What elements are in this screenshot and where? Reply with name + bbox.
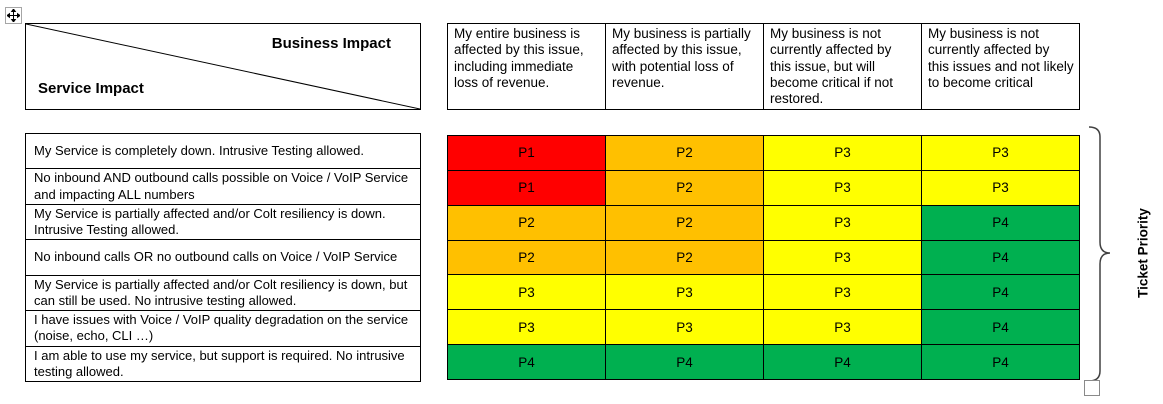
matrix-cell-r2c4[interactable]: P3 — [922, 170, 1079, 205]
matrix-cell-r3c2[interactable]: P2 — [606, 205, 763, 240]
matrix-cell-r6c3[interactable]: P3 — [764, 310, 921, 345]
matrix-cell-r4c1[interactable]: P2 — [448, 240, 605, 275]
service-impact-table: My Service is completely down. Intrusive… — [25, 133, 421, 382]
priority-matrix-grid: P1 P2 P3 P3 P1 P2 P3 P3 P2 P2 P3 P4 P2 P2 P3 P4 P3 P3 P3 P4… — [447, 135, 1080, 380]
matrix-cell-r7c1[interactable]: P4 — [448, 345, 605, 379]
service-impact-row-cell-7[interactable]: I am able to use my service, but support… — [26, 346, 420, 381]
matrix-cell-r3c3[interactable]: P3 — [764, 205, 921, 240]
ticket-priority-label: Ticket Priority — [1135, 208, 1151, 298]
diagonal-divider-line — [26, 24, 420, 109]
matrix-cell-r7c4[interactable]: P4 — [922, 345, 1079, 379]
service-impact-row-cell-2[interactable]: No inbound AND outbound calls possible o… — [26, 169, 420, 204]
matrix-cell-r1c4[interactable]: P3 — [922, 136, 1079, 170]
matrix-cell-r6c1[interactable]: P3 — [448, 310, 605, 345]
table-move-handle[interactable] — [5, 7, 22, 24]
business-impact-header-row: My entire business is affected by this i… — [447, 23, 1080, 110]
business-impact-header-cell-1[interactable]: My entire business is affected by this i… — [448, 24, 605, 109]
matrix-cell-r7c2[interactable]: P4 — [606, 345, 763, 379]
matrix-cell-r3c4[interactable]: P4 — [922, 205, 1079, 240]
matrix-cell-r6c2[interactable]: P3 — [606, 310, 763, 345]
selection-resize-handle[interactable] — [1084, 380, 1100, 396]
matrix-cell-r6c4[interactable]: P4 — [922, 310, 1079, 345]
ticket-priority-brace[interactable] — [1086, 125, 1112, 383]
matrix-cell-r2c3[interactable]: P3 — [764, 170, 921, 205]
matrix-cell-r4c3[interactable]: P3 — [764, 240, 921, 275]
matrix-cell-r7c3[interactable]: P4 — [764, 345, 921, 379]
service-impact-row-cell-5[interactable]: My Service is partially affected and/or … — [26, 275, 420, 311]
matrix-cell-r1c3[interactable]: P3 — [764, 136, 921, 170]
matrix-cell-r2c2[interactable]: P2 — [606, 170, 763, 205]
service-impact-row-cell-1[interactable]: My Service is completely down. Intrusive… — [26, 134, 420, 169]
business-impact-label: Business Impact — [271, 35, 391, 52]
matrix-cell-r4c4[interactable]: P4 — [922, 240, 1079, 275]
corner-header-cell: Business Impact Service Impact — [25, 23, 421, 110]
move-icon — [7, 9, 20, 22]
business-impact-header-cell-2[interactable]: My business is partially affected by thi… — [606, 24, 763, 109]
matrix-cell-r4c2[interactable]: P2 — [606, 240, 763, 275]
matrix-cell-r5c4[interactable]: P4 — [922, 275, 1079, 310]
business-impact-header-cell-3[interactable]: My business is not currently affected by… — [764, 24, 921, 109]
brace-path — [1088, 126, 1111, 382]
matrix-cell-r1c1[interactable]: P1 — [448, 136, 605, 170]
matrix-cell-r3c1[interactable]: P2 — [448, 205, 605, 240]
service-impact-label: Service Impact — [38, 80, 144, 97]
service-impact-row-cell-6[interactable]: I have issues with Voice / VoIP quality … — [26, 311, 420, 346]
business-impact-header-cell-4[interactable]: My business is not currently affected by… — [922, 24, 1079, 109]
matrix-cell-r5c2[interactable]: P3 — [606, 275, 763, 310]
matrix-cell-r5c1[interactable]: P3 — [448, 275, 605, 310]
matrix-cell-r2c1[interactable]: P1 — [448, 170, 605, 205]
matrix-cell-r5c3[interactable]: P3 — [764, 275, 921, 310]
matrix-cell-r1c2[interactable]: P2 — [606, 136, 763, 170]
service-impact-row-cell-3[interactable]: My Service is partially affected and/or … — [26, 204, 420, 240]
service-impact-row-cell-4[interactable]: No inbound calls OR no outbound calls on… — [26, 240, 420, 275]
